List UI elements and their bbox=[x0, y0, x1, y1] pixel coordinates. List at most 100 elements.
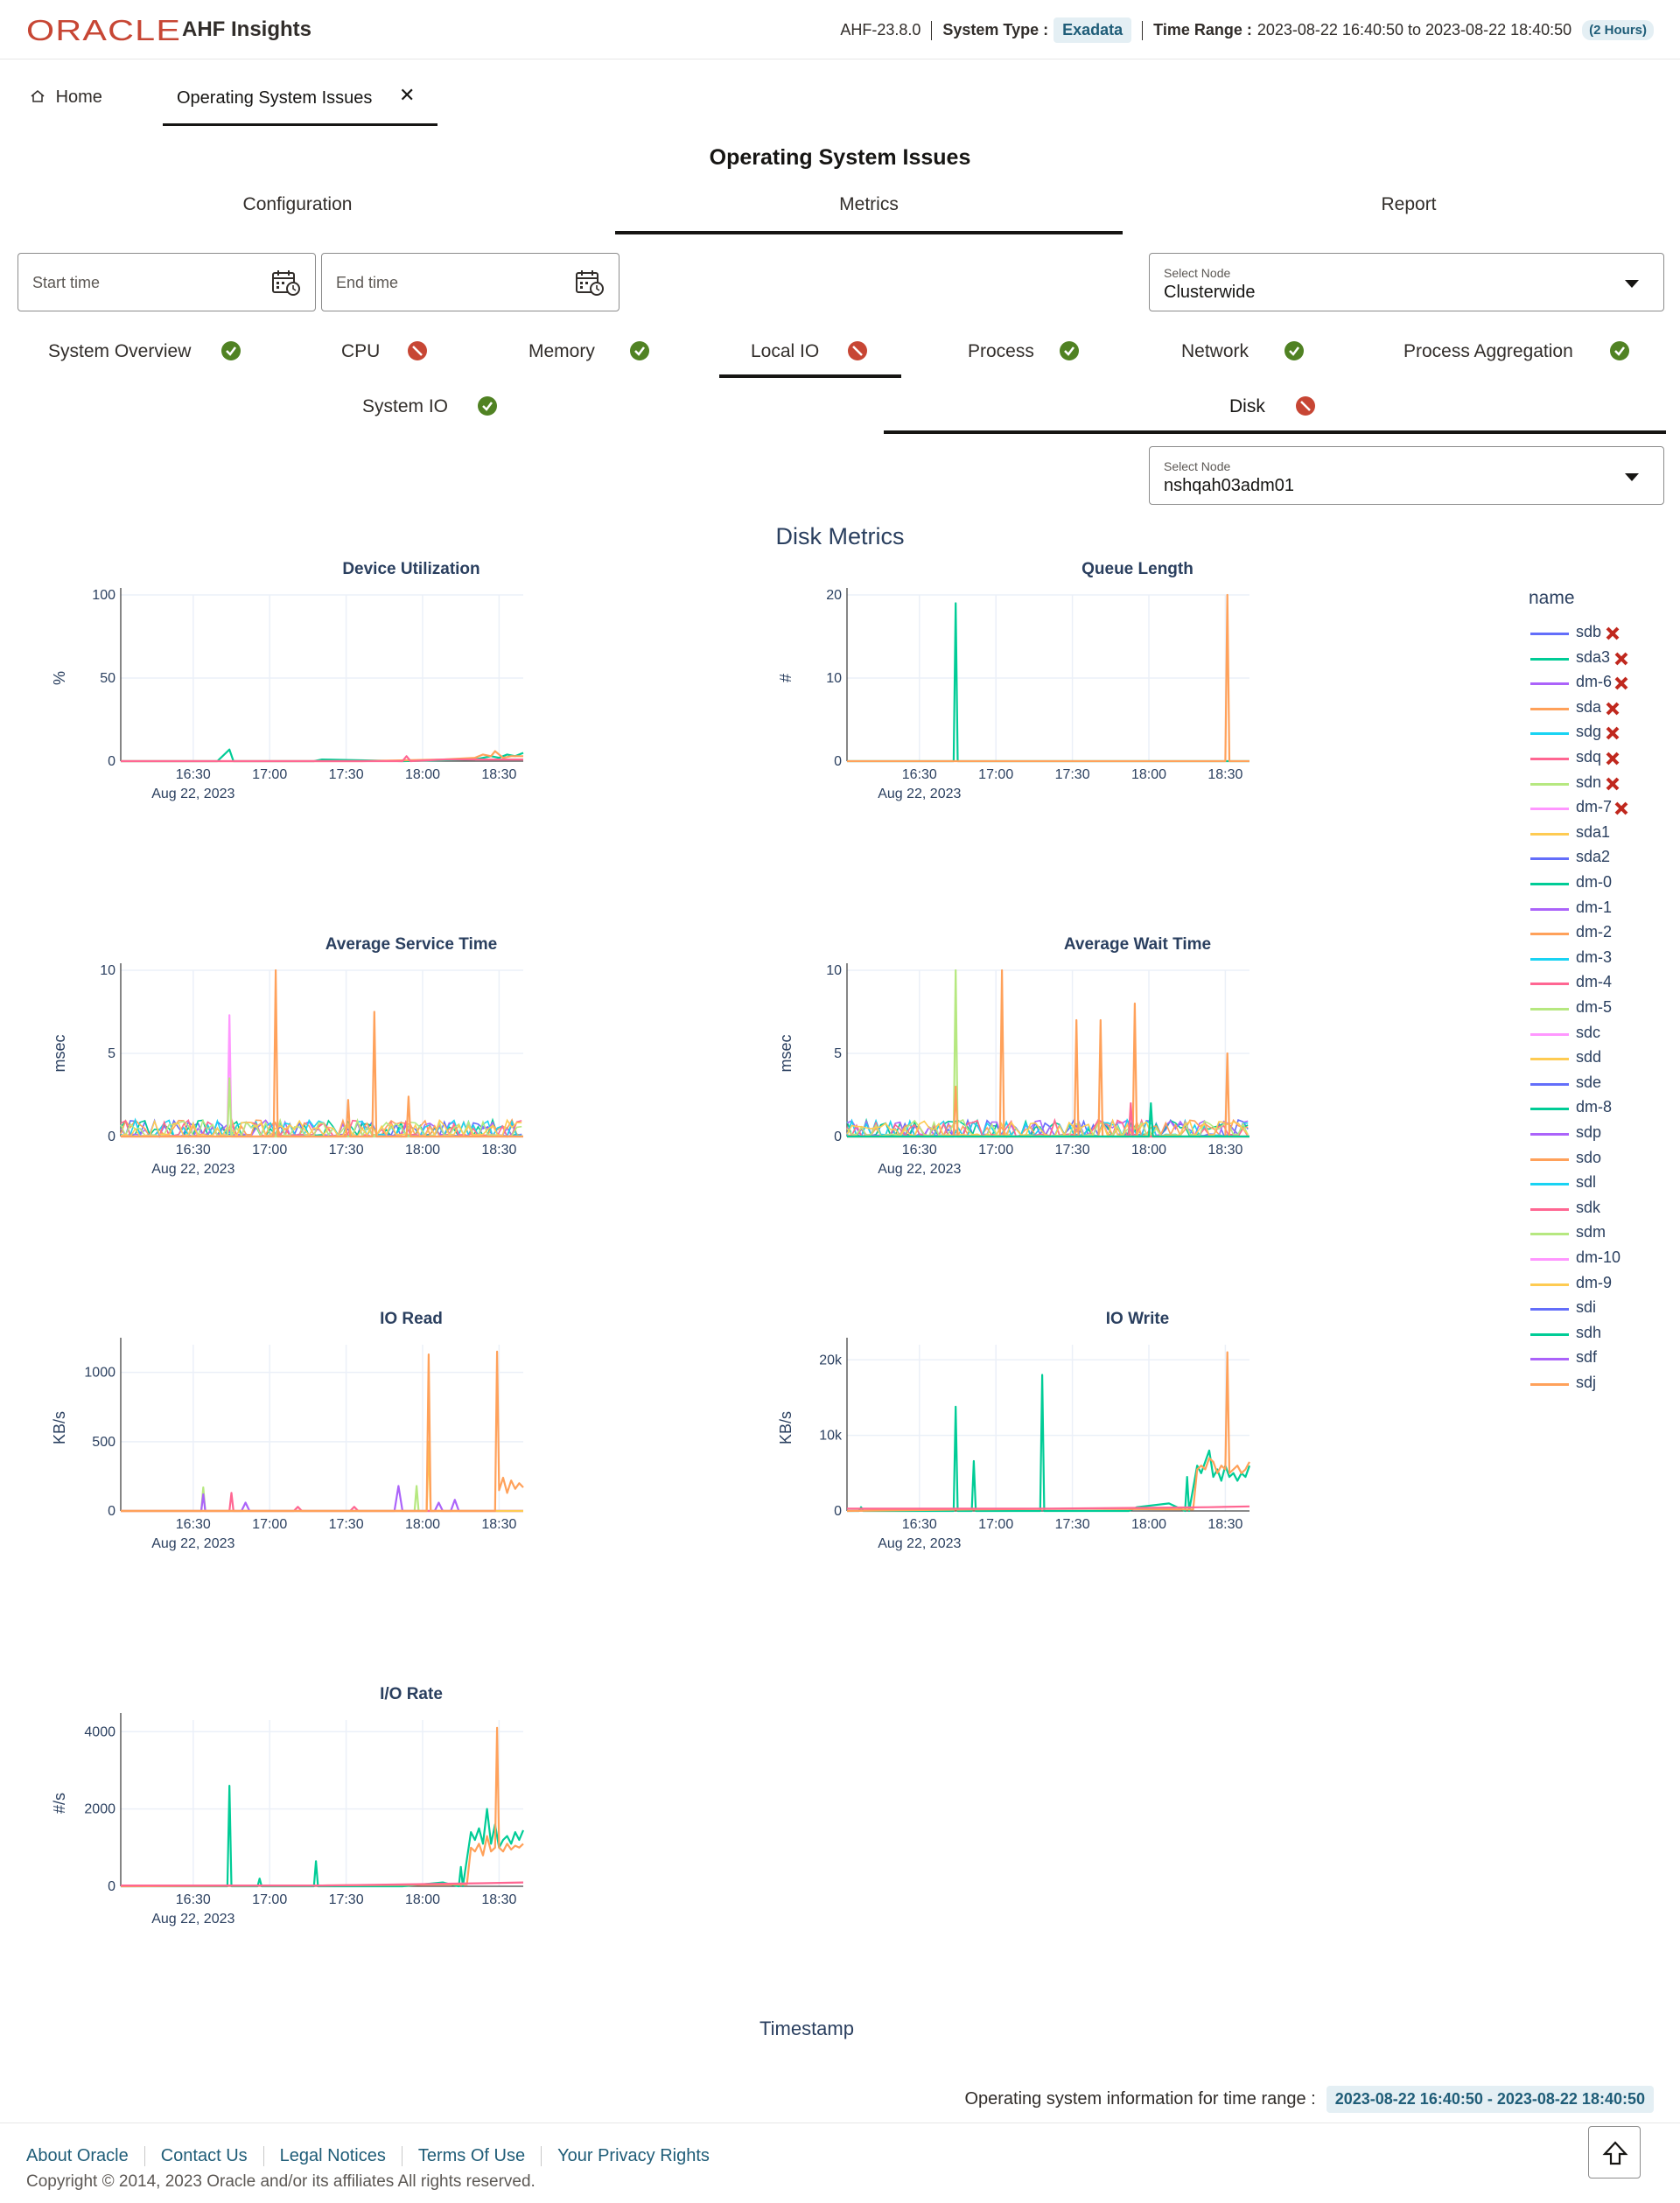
y-tick-label: 500 bbox=[92, 1435, 116, 1450]
legend-swatch bbox=[1530, 883, 1569, 885]
red-x-icon bbox=[1614, 676, 1628, 690]
x-tick-label: 16:30 bbox=[176, 767, 211, 782]
tab-local-io[interactable]: Local IO bbox=[719, 332, 901, 378]
series-line-sdq bbox=[121, 755, 523, 763]
tab-process-aggregation[interactable]: Process Aggregation bbox=[1404, 332, 1640, 371]
series-line-sda bbox=[121, 969, 523, 1138]
tab-system-io[interactable]: System IO bbox=[362, 388, 502, 426]
chart-io-read: IO Read 0 500 1000 16:30 17:00 17:30 18:00 18:3… bbox=[44, 1310, 779, 1651]
legend-label: sdd bbox=[1576, 1048, 1602, 1067]
calendar-icon[interactable] bbox=[271, 269, 301, 301]
y-tick-label: 1000 bbox=[84, 1366, 116, 1381]
series-line-sda bbox=[846, 1351, 1250, 1513]
home-icon bbox=[30, 87, 56, 107]
y-tick-label: 0 bbox=[108, 1129, 116, 1144]
x-tick-label: 16:30 bbox=[902, 1143, 937, 1157]
tab-memory[interactable]: Memory bbox=[528, 332, 660, 371]
legend-swatch bbox=[1530, 1008, 1569, 1011]
problem-icon bbox=[848, 341, 867, 360]
series-line-dm-7 bbox=[121, 1014, 523, 1138]
y-tick-label: 0 bbox=[108, 1504, 116, 1519]
x-tick-label: 16:30 bbox=[902, 767, 937, 782]
tab-label: Local IO bbox=[751, 341, 820, 361]
select-node-dropdown[interactable]: Select Node nshqah03adm01 bbox=[1149, 446, 1664, 505]
x-tick-label: 17:30 bbox=[1055, 1143, 1090, 1157]
legend-swatch bbox=[1530, 732, 1569, 736]
legend-swatch bbox=[1530, 907, 1569, 911]
legend-swatch bbox=[1530, 707, 1569, 710]
chart-average-service-time: Average Service Time 0 5 10 16:30 17:00 17:30… bbox=[44, 935, 779, 1276]
tab-report[interactable]: Report bbox=[1381, 194, 1437, 214]
tab-configuration[interactable]: Configuration bbox=[242, 194, 353, 214]
legend-swatch bbox=[1530, 808, 1569, 811]
x-tick-label: 18:00 bbox=[1131, 767, 1166, 782]
x-tick-label: 18:30 bbox=[1208, 1143, 1242, 1157]
legend-label: sdk bbox=[1576, 1198, 1601, 1216]
legend-swatch bbox=[1530, 1258, 1569, 1261]
x-date-label: Aug 22, 2023 bbox=[878, 787, 961, 801]
check-icon bbox=[1060, 341, 1079, 360]
tab-system-overview[interactable]: System Overview bbox=[48, 332, 249, 371]
legend-label: sdg bbox=[1576, 723, 1602, 741]
footer-link-privacy-rights[interactable]: Your Privacy Rights bbox=[541, 2146, 725, 2166]
chart-title: IO Read bbox=[380, 1310, 443, 1328]
tab-label: Disk bbox=[1229, 396, 1265, 416]
x-date-label: Aug 22, 2023 bbox=[151, 787, 234, 801]
select-node-label: Select Node bbox=[1164, 266, 1231, 280]
tab-cpu[interactable]: CPU bbox=[341, 332, 438, 371]
tab-operating-system-issues[interactable]: Operating System Issues ✕ bbox=[163, 75, 438, 126]
y-tick-label: 10 bbox=[100, 963, 116, 978]
tab-network[interactable]: Network bbox=[1181, 332, 1312, 371]
divider bbox=[1142, 20, 1144, 40]
footer-link-legal-notices[interactable]: Legal Notices bbox=[262, 2146, 402, 2166]
legend-swatch bbox=[1530, 933, 1569, 936]
calendar-icon[interactable] bbox=[575, 269, 605, 301]
legend-label: sdi bbox=[1576, 1298, 1597, 1317]
tab-process[interactable]: Process bbox=[968, 332, 1099, 371]
footer-link-about-oracle[interactable]: About Oracle bbox=[26, 2146, 129, 2165]
red-x-icon bbox=[1614, 652, 1628, 666]
legend-label: sdp bbox=[1576, 1123, 1602, 1141]
legend-swatch bbox=[1530, 957, 1569, 961]
close-icon[interactable]: ✕ bbox=[399, 84, 416, 106]
legend-swatch bbox=[1530, 1157, 1569, 1161]
series-line-sdq bbox=[121, 1492, 523, 1513]
x-tick-label: 17:30 bbox=[329, 1892, 364, 1907]
legend-swatch bbox=[1530, 682, 1569, 686]
series-line-sda1 bbox=[121, 1440, 523, 1513]
series-line-sdn bbox=[121, 1485, 523, 1513]
home-tab[interactable]: Home bbox=[30, 87, 102, 108]
chart-io-rate: I/O Rate 0 2000 4000 16:30 17:00 17:30 18:00 18… bbox=[44, 1685, 779, 2026]
x-tick-label: 17:30 bbox=[329, 767, 364, 782]
tab-metrics[interactable]: Metrics bbox=[615, 194, 1123, 234]
series-line-sda bbox=[120, 1726, 524, 1888]
version-text: AHF-23.8.0 bbox=[840, 21, 921, 38]
legend-swatch bbox=[1530, 1233, 1569, 1236]
start-time-input[interactable]: Start time bbox=[18, 253, 316, 311]
noise-series-line bbox=[120, 1118, 522, 1138]
select-node-dropdown[interactable]: Select Node Clusterwide bbox=[1149, 253, 1664, 311]
scroll-to-top-button[interactable] bbox=[1588, 2126, 1641, 2179]
footer-link-contact-us[interactable]: Contact Us bbox=[144, 2146, 263, 2166]
chart-svg: 0 5 10 16:30 17:00 17:30 18:00 18:30 Aug 22, 202… bbox=[777, 963, 1250, 1177]
x-date-label: Aug 22, 2023 bbox=[151, 1162, 234, 1177]
end-time-placeholder: End time bbox=[336, 274, 399, 291]
tab-disk[interactable]: Disk bbox=[884, 383, 1666, 434]
x-tick-label: 17:30 bbox=[329, 1143, 364, 1157]
footer-link-terms-of-use[interactable]: Terms Of Use bbox=[401, 2146, 541, 2166]
legend-label: dm-10 bbox=[1576, 1248, 1621, 1266]
legend-swatch bbox=[1530, 983, 1569, 986]
legend-label: dm-9 bbox=[1576, 1273, 1613, 1291]
app-name: AHF Insights bbox=[182, 17, 312, 41]
select-node-label: Select Node bbox=[1164, 459, 1231, 473]
y-axis-label: # bbox=[777, 674, 794, 682]
legend-swatch bbox=[1530, 1032, 1569, 1036]
check-icon bbox=[630, 341, 649, 360]
end-time-input[interactable]: End time bbox=[321, 253, 620, 311]
noise-series-line bbox=[846, 1118, 1249, 1138]
tab-label: CPU bbox=[341, 341, 381, 361]
legend-swatch bbox=[1530, 1308, 1569, 1311]
footer: About Oracle Contact Us Legal Notices Te… bbox=[0, 2123, 1680, 2203]
problem-icon bbox=[408, 341, 427, 360]
x-tick-label: 17:00 bbox=[252, 767, 287, 782]
